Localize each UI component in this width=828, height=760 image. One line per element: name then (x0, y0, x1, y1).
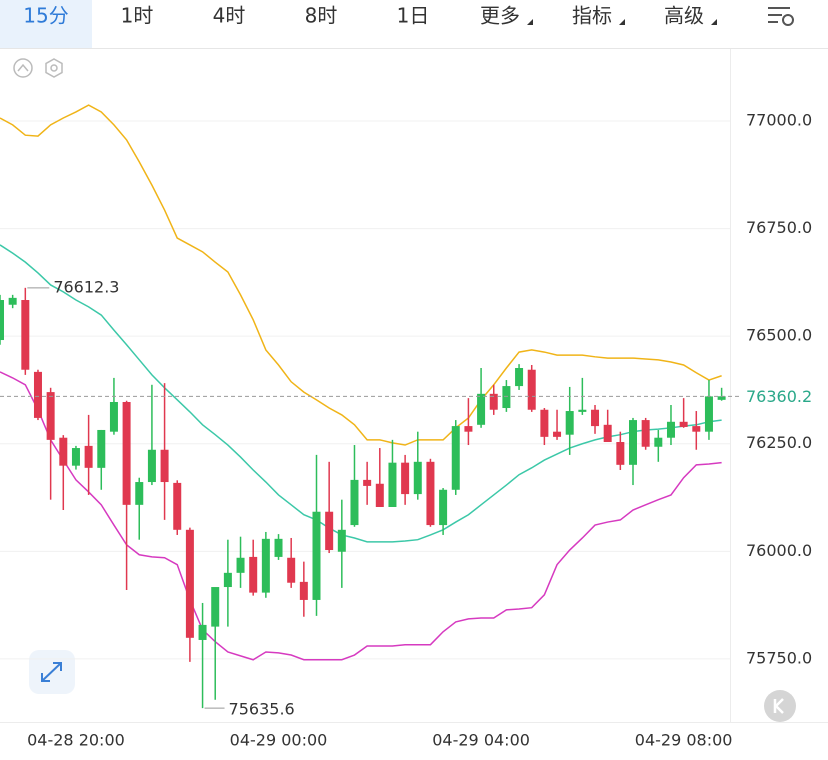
active-tab-bg (0, 0, 92, 48)
candle-body (540, 409, 549, 437)
candle-body (591, 409, 600, 427)
candle-body (46, 392, 55, 440)
tab[interactable]: 高级 (664, 4, 704, 28)
settings-icon[interactable] (768, 7, 794, 26)
candle-body (261, 538, 270, 593)
scroll-end-button[interactable] (764, 690, 796, 722)
candle-body (692, 426, 701, 432)
candle-body (375, 483, 384, 507)
tab[interactable]: 更多 (480, 4, 520, 28)
candle-body (363, 479, 372, 486)
candle-body (704, 396, 713, 432)
y-tick-label: 76000.0 (746, 541, 812, 560)
y-tick-label: 76750.0 (746, 218, 812, 237)
x-tick-label: 04-29 00:00 (230, 731, 328, 750)
candle-body (489, 393, 498, 410)
candle-body (211, 587, 220, 627)
low-label: 75635.6 (229, 700, 295, 719)
candle-body (84, 445, 93, 468)
candle-body (527, 369, 536, 410)
candle-body (666, 421, 675, 438)
x-tick-label: 04-29 04:00 (432, 731, 530, 750)
candle-body (717, 396, 726, 400)
candle-body (578, 409, 587, 412)
price-label-bg (740, 384, 820, 409)
candle-body (654, 437, 663, 447)
dropdown-caret (711, 19, 717, 25)
y-tick-label: 77000.0 (746, 111, 812, 130)
x-tick-label: 04-29 08:00 (635, 731, 733, 750)
candle-body (413, 461, 422, 495)
candle-body (249, 556, 258, 593)
candle-body (464, 426, 473, 432)
candle-body (236, 557, 245, 573)
candle-body (185, 529, 194, 638)
high-label: 76612.3 (53, 277, 119, 296)
band-line (0, 244, 722, 543)
candle-body (198, 624, 207, 640)
y-tick-label: 76250.0 (746, 433, 812, 452)
x-tick-label: 04-28 20:00 (27, 731, 125, 750)
y-tick-label: 75750.0 (746, 648, 812, 667)
candle-body (439, 489, 448, 526)
tab[interactable]: 15分 (23, 4, 68, 28)
tab[interactable]: 1时 (121, 4, 154, 28)
candle-body (565, 411, 574, 435)
candle-body (629, 420, 637, 465)
candle-body (223, 572, 232, 588)
dropdown-caret (619, 19, 625, 25)
candle-body (451, 426, 460, 490)
band-line (0, 371, 722, 661)
candle-body (71, 448, 80, 466)
candle-body (122, 401, 131, 505)
candle-body (337, 529, 346, 552)
candle-body (147, 449, 156, 483)
price-label: 76360.2 (746, 387, 812, 406)
candle-body (0, 300, 4, 341)
candle-body (388, 462, 397, 507)
candle-body (401, 462, 410, 495)
candle-body (33, 371, 42, 418)
candle-body (426, 461, 435, 526)
dropdown-caret (527, 19, 533, 25)
candle-body (553, 431, 562, 437)
y-tick-label: 76500.0 (746, 326, 812, 345)
candle-body (59, 437, 68, 466)
candle-body (109, 401, 118, 432)
candle-body (616, 442, 625, 465)
band-line (0, 104, 722, 446)
candle-body (603, 424, 612, 443)
candle-body (287, 557, 296, 583)
candle-body (641, 420, 650, 447)
candle-body (515, 368, 524, 387)
candle-body (312, 511, 321, 600)
candle-body (350, 479, 359, 526)
candle-body (299, 581, 308, 600)
candle-body (274, 538, 283, 557)
tab[interactable]: 8时 (305, 4, 338, 28)
candle-body (21, 300, 30, 370)
candle-body (97, 429, 106, 468)
tab[interactable]: 指标 (572, 4, 612, 28)
toolbar-icons[interactable] (13, 58, 63, 78)
candle-body (477, 393, 486, 425)
candle-body (679, 421, 688, 427)
plot-area (0, 104, 726, 709)
candle-body (8, 297, 17, 305)
candle-body (160, 449, 169, 483)
expand-button[interactable] (29, 650, 75, 694)
tab[interactable]: 1日 (397, 4, 430, 28)
tab[interactable]: 4时 (213, 4, 246, 28)
candle-body (173, 482, 182, 530)
candle-body (325, 511, 334, 551)
candle-body (135, 482, 144, 505)
candle-body (502, 386, 511, 409)
